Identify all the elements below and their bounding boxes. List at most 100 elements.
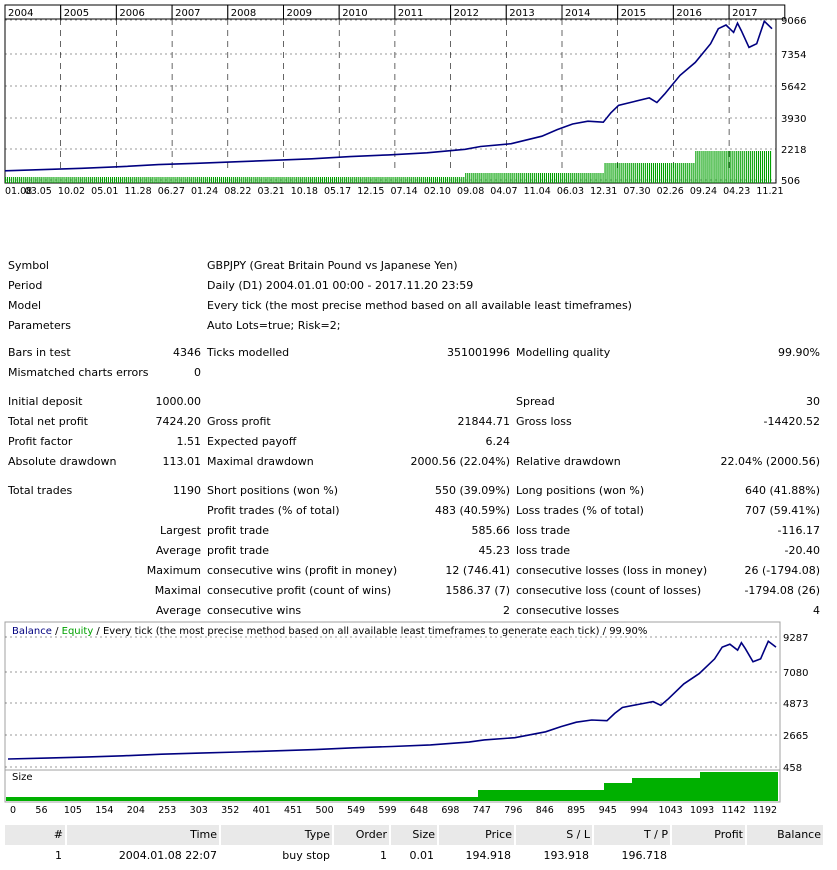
size-bar bbox=[103, 177, 105, 183]
size-bar bbox=[342, 177, 344, 183]
y-tick-label: 7354 bbox=[781, 50, 806, 61]
size-bar bbox=[126, 177, 128, 183]
header-order[interactable]: Order bbox=[334, 825, 389, 845]
size-bar bbox=[295, 177, 297, 183]
x-tick-label: 105 bbox=[64, 805, 82, 816]
size-bar bbox=[118, 177, 120, 183]
size-bar bbox=[390, 177, 392, 183]
size-bar bbox=[325, 177, 327, 183]
size-bar bbox=[210, 177, 212, 183]
size-bar bbox=[703, 151, 705, 183]
size-bar bbox=[426, 177, 428, 183]
size-bar bbox=[501, 173, 503, 183]
size-bar bbox=[144, 177, 146, 183]
year-label: 2017 bbox=[732, 8, 757, 19]
size-bar bbox=[374, 177, 376, 183]
size-bar bbox=[400, 177, 402, 183]
size-bar bbox=[711, 151, 713, 183]
size-bar bbox=[481, 173, 483, 183]
header-sl[interactable]: S / L bbox=[516, 825, 592, 845]
x-tick-label: 846 bbox=[536, 805, 554, 816]
size-bar bbox=[132, 177, 134, 183]
x-tick-label: 08.22 bbox=[224, 186, 251, 197]
size-bar bbox=[424, 177, 426, 183]
size-bar bbox=[271, 177, 273, 183]
size-bar bbox=[31, 177, 33, 183]
size-bar bbox=[707, 151, 709, 183]
size-bar bbox=[116, 177, 118, 183]
maximal-cons-loss-label: consecutive loss (count of losses) bbox=[516, 584, 702, 597]
cell-order: 1 bbox=[380, 849, 387, 862]
quality-label: Modelling quality bbox=[516, 346, 611, 359]
size-bar bbox=[487, 173, 489, 183]
size-bar bbox=[763, 151, 765, 183]
year-label: 2011 bbox=[398, 8, 423, 19]
total-trades-label: Total trades bbox=[8, 484, 73, 497]
header-num[interactable]: # bbox=[5, 825, 65, 845]
abs-drawdown-label: Absolute drawdown bbox=[8, 455, 117, 468]
size-bar bbox=[136, 177, 138, 183]
size-bar bbox=[362, 177, 364, 183]
size-bar bbox=[636, 163, 638, 183]
size-bar bbox=[457, 177, 459, 183]
header-size[interactable]: Size bbox=[391, 825, 437, 845]
size-bar bbox=[334, 177, 336, 183]
size-bar bbox=[626, 163, 628, 183]
size-bar bbox=[358, 177, 360, 183]
x-tick-label: 03.21 bbox=[257, 186, 284, 197]
size-bar bbox=[253, 177, 255, 183]
size-bar bbox=[644, 163, 646, 183]
ticks-label: Ticks modelled bbox=[207, 346, 290, 359]
size-bar bbox=[396, 177, 398, 183]
size-bar bbox=[281, 177, 283, 183]
header-time[interactable]: Time bbox=[67, 825, 219, 845]
size-bar bbox=[697, 151, 699, 183]
total-trades-value: 1190 bbox=[173, 484, 201, 497]
header-type[interactable]: Type bbox=[221, 825, 332, 845]
size-bar bbox=[543, 173, 545, 183]
size-bar bbox=[214, 177, 216, 183]
max-cons-wins-value: 12 (746.41) bbox=[445, 564, 510, 577]
size-bar bbox=[447, 177, 449, 183]
mismatch-label: Mismatched charts errors bbox=[8, 366, 149, 379]
size-bar bbox=[683, 163, 685, 183]
size-bar bbox=[182, 177, 184, 183]
size-bar bbox=[59, 177, 61, 183]
size-bar bbox=[685, 163, 687, 183]
initial-deposit-value: 1000.00 bbox=[155, 395, 202, 408]
y-tick-label: 4873 bbox=[783, 699, 808, 710]
size-bar bbox=[158, 177, 160, 183]
cell-size: 0.01 bbox=[409, 849, 435, 862]
size-bar bbox=[713, 151, 715, 183]
size-bar bbox=[394, 177, 396, 183]
size-bar bbox=[503, 173, 505, 183]
cell-num: 1 bbox=[55, 849, 62, 862]
size-bar bbox=[148, 177, 150, 183]
size-bar bbox=[640, 163, 642, 183]
size-bar bbox=[638, 163, 640, 183]
size-bar bbox=[687, 163, 689, 183]
header-profit[interactable]: Profit bbox=[672, 825, 745, 845]
header-price[interactable]: Price bbox=[439, 825, 514, 845]
size-bar bbox=[620, 163, 622, 183]
size-bar bbox=[29, 177, 31, 183]
size-bar bbox=[509, 173, 511, 183]
size-bar bbox=[650, 163, 652, 183]
size-bar bbox=[366, 177, 368, 183]
size-bar bbox=[422, 177, 424, 183]
header-tp[interactable]: T / P bbox=[594, 825, 670, 845]
x-tick-label: 11.21 bbox=[756, 186, 783, 197]
size-bar bbox=[259, 177, 261, 183]
size-bar bbox=[73, 177, 75, 183]
size-bar bbox=[513, 173, 515, 183]
size-bar bbox=[146, 177, 148, 183]
size-bar bbox=[225, 177, 227, 183]
x-tick-label: 12.31 bbox=[590, 186, 617, 197]
size-bar bbox=[114, 177, 116, 183]
mismatch-value: 0 bbox=[194, 366, 201, 379]
short-label: Short positions (won %) bbox=[207, 484, 339, 497]
size-bar bbox=[471, 173, 473, 183]
size-bar bbox=[439, 177, 441, 183]
size-bar bbox=[5, 177, 7, 183]
header-balance[interactable]: Balance bbox=[747, 825, 823, 845]
